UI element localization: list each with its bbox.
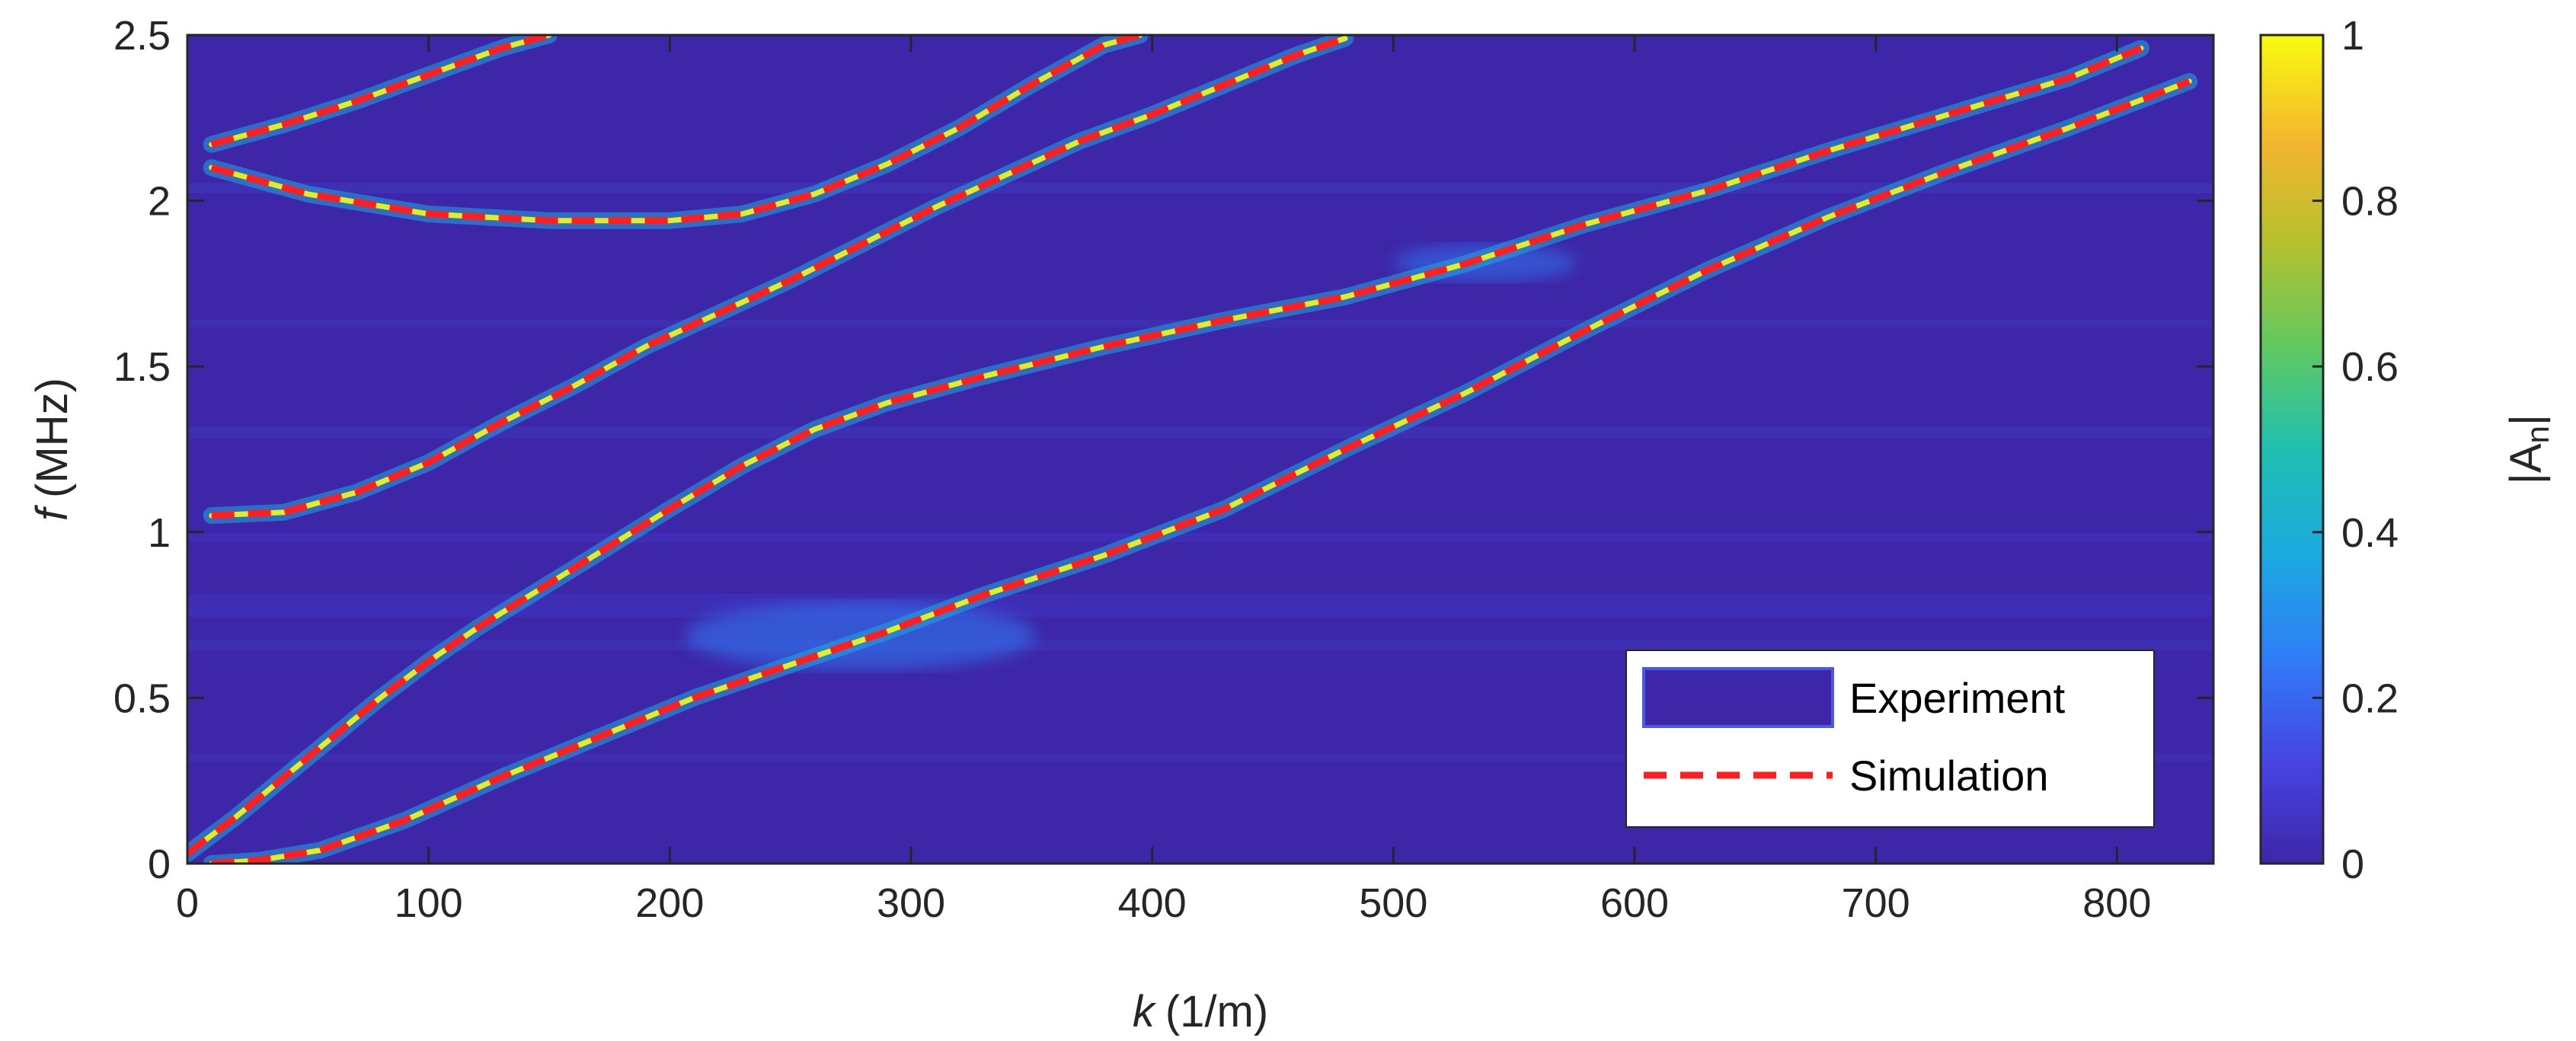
x-tick-label: 400: [1118, 880, 1187, 926]
colorbar-tick-label: 0.2: [2341, 675, 2399, 721]
y-axis-ticks: 0 0.5 1 1.5 2 2.5: [113, 13, 2213, 887]
y-axis-label: f (MHz): [27, 378, 77, 521]
x-tick-label: 500: [1359, 880, 1427, 926]
x-tick-label: 800: [2082, 880, 2151, 926]
x-tick-label: 200: [635, 880, 704, 926]
y-tick-label: 2.5: [113, 13, 171, 59]
legend-experiment-swatch: [1642, 667, 1834, 728]
y-tick-label: 1.5: [113, 344, 171, 390]
simulation-curve-4: [210, 35, 1141, 225]
x-tick-label: 100: [395, 880, 463, 926]
colorbar-label: |An|: [2501, 414, 2555, 484]
simulation-curve-1: [211, 78, 2191, 864]
y-axis-unit: (MHz): [27, 378, 77, 498]
legend-simulation-label: Simulation: [1849, 752, 2048, 800]
x-tick-label: 600: [1600, 880, 1669, 926]
x-tick-label: 700: [1842, 880, 1910, 926]
y-axis-symbol: f: [27, 504, 77, 521]
colorbar-tick-label: 1: [2341, 13, 2364, 59]
x-axis-label: k (1/m): [1133, 987, 1268, 1036]
x-axis-unit: (1/m): [1165, 987, 1268, 1036]
y-tick-label: 1: [148, 510, 171, 556]
colorbar-label-sub: n: [2520, 426, 2555, 443]
simulation-curves: [187, 35, 2191, 864]
x-axis-ticks: 0 100 200 300 400 500 600 700 800: [176, 35, 2151, 926]
x-tick-label: 0: [176, 880, 199, 926]
legend-experiment-label: Experiment: [1849, 674, 2066, 722]
simulation-curve-2: [187, 45, 2143, 857]
colorbar: 0 0.2 0.4 0.6 0.8 1 |An|: [2259, 13, 2555, 887]
colorbar-tick-label: 0.6: [2341, 344, 2399, 390]
y-tick-label: 0.5: [113, 675, 171, 721]
colorbar-ticks: 0 0.2 0.4 0.6 0.8 1: [2312, 13, 2399, 887]
simulation-curve-5: [210, 35, 551, 148]
y-tick-label: 2: [148, 179, 171, 225]
colorbar-label-suffix: |: [2501, 414, 2551, 426]
y-tick-label: 0: [148, 841, 171, 887]
colorbar-gradient: [2259, 34, 2325, 865]
legend: Experiment Simulation: [1625, 650, 2155, 828]
colorbar-label-prefix: |A: [2501, 443, 2551, 484]
x-axis-symbol: k: [1133, 987, 1157, 1036]
colorbar-tick-label: 0: [2341, 841, 2364, 887]
plot-frame: [186, 34, 2215, 865]
simulation-curve-3: [211, 35, 1347, 519]
colorbar-tick-label: 0.8: [2341, 179, 2399, 225]
x-tick-label: 300: [877, 880, 945, 926]
colorbar-tick-label: 0.4: [2341, 510, 2399, 556]
